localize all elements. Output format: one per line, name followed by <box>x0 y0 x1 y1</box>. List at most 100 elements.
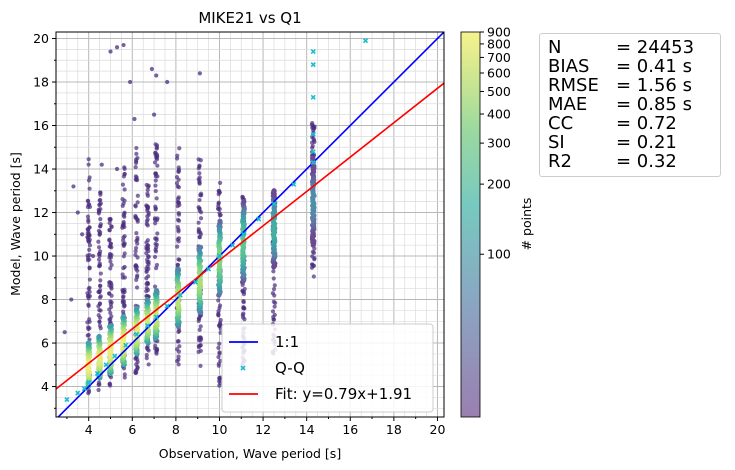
scatter-point <box>199 336 204 341</box>
scatter-point <box>198 230 203 235</box>
scatter-point <box>96 207 101 212</box>
scatter-point <box>86 198 91 204</box>
scatter-point <box>75 210 80 215</box>
scatter-point <box>154 265 159 271</box>
scatter-point <box>97 319 102 324</box>
qq-marker <box>310 94 316 100</box>
scatter-point <box>175 153 180 158</box>
scatter-point <box>122 251 127 256</box>
scatter-point <box>99 162 104 167</box>
qq-marker <box>177 292 183 298</box>
stat-key: CC <box>548 113 574 134</box>
y-tick-label: 6 <box>41 336 49 351</box>
scatter-point <box>153 171 158 176</box>
qq-marker <box>134 331 140 337</box>
scatter-point <box>86 219 91 224</box>
scatter-point <box>121 304 127 309</box>
scatter-point <box>216 354 221 360</box>
stat-row: SI = 0.21 <box>548 133 677 153</box>
scatter-point <box>145 347 150 352</box>
scatter-point <box>152 254 158 260</box>
scatter-point <box>107 220 112 225</box>
colorbar-tick-label: 400 <box>487 107 511 122</box>
scatter-point <box>153 142 158 147</box>
scatter-point <box>241 300 246 305</box>
scatter-point <box>175 262 180 268</box>
scatter-point <box>108 217 113 222</box>
scatter-point <box>152 284 158 289</box>
scatter-point <box>240 313 245 318</box>
scatter-point <box>108 310 113 316</box>
scatter-point <box>144 219 150 224</box>
scatter-point <box>153 178 158 183</box>
scatter-point <box>272 283 277 288</box>
scatter-point <box>197 327 202 332</box>
stat-value: = 0.32 <box>616 151 677 172</box>
scatter-point <box>151 112 157 117</box>
scatter-point <box>153 150 158 156</box>
scatter-point <box>97 202 102 208</box>
density-point <box>310 155 316 161</box>
scatter-point <box>133 174 138 179</box>
qq-marker <box>206 266 212 272</box>
scatter-point <box>154 262 160 268</box>
qq-marker <box>291 181 297 187</box>
scatter-point <box>153 207 158 212</box>
scatter-point <box>176 200 182 205</box>
scatter-point <box>122 234 127 239</box>
scatter-point <box>175 196 181 202</box>
scatter-point <box>197 175 202 180</box>
scatter-point <box>98 217 103 222</box>
scatter-point <box>198 216 204 221</box>
scatter-point <box>154 157 160 162</box>
scatter-point <box>135 193 140 198</box>
plot-frame <box>55 31 445 418</box>
scatter-point <box>87 243 93 248</box>
qq-marker <box>164 303 170 309</box>
scatter-point <box>196 166 201 171</box>
scatter-point <box>87 277 92 282</box>
scatter-point <box>312 139 317 145</box>
scatter-point <box>98 230 103 235</box>
qq-marker <box>94 370 100 377</box>
scatter-point <box>121 366 127 371</box>
stat-row: RMSE = 1.56 s <box>548 76 692 96</box>
scatter-point <box>96 380 102 385</box>
scatter-point <box>98 192 103 197</box>
scatter-point <box>311 128 316 133</box>
scatter-point <box>96 257 102 262</box>
scatter-point <box>197 171 202 176</box>
scatter-point <box>155 163 160 168</box>
scatter-point <box>217 305 222 311</box>
density-point <box>153 288 159 294</box>
scatter-point <box>134 238 139 243</box>
scatter-point <box>133 203 138 208</box>
legend-entry: 1:1 <box>229 333 299 351</box>
scatter-point <box>133 213 138 219</box>
scatter-point <box>241 292 247 297</box>
qq-marker <box>310 49 316 55</box>
scatter-point <box>144 266 149 271</box>
scatter-point <box>133 368 138 373</box>
scatter-point <box>97 289 102 295</box>
scatter-point <box>128 79 133 85</box>
scatter-point <box>98 222 103 227</box>
regression-lines <box>56 32 444 417</box>
scatter-point <box>122 171 127 177</box>
qq-marker <box>362 38 369 44</box>
scatter-point <box>96 239 101 244</box>
scatter-point <box>271 287 277 292</box>
scatter-point <box>310 254 315 259</box>
scatter-point <box>145 191 150 196</box>
scatter-point <box>196 316 201 321</box>
scatter-point <box>86 296 91 301</box>
stat-row: CC = 0.72 <box>548 114 677 134</box>
scatter-point <box>177 146 182 151</box>
scatter-point <box>85 258 91 263</box>
scatter-point <box>217 180 223 185</box>
scatter-point <box>109 262 114 268</box>
x-tick-label: 14 <box>299 422 315 437</box>
scatter-point <box>86 232 91 237</box>
scatter-point <box>133 356 138 361</box>
